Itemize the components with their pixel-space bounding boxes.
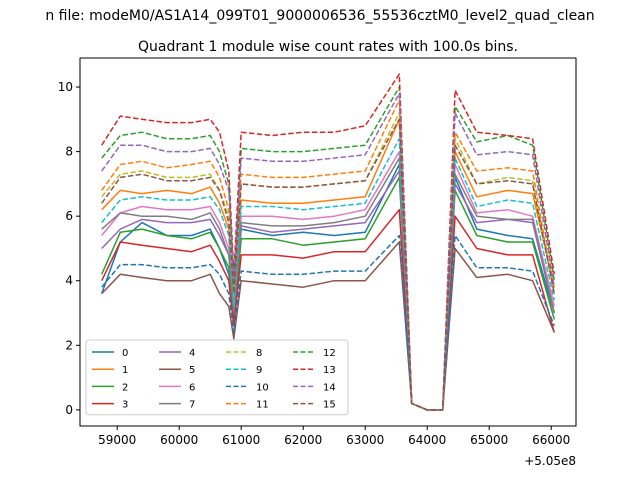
legend-label-6: 6 — [189, 382, 195, 393]
x-tick-label: 66000 — [532, 433, 570, 447]
legend-label-0: 0 — [122, 348, 128, 359]
x-tick-label: 60000 — [160, 433, 198, 447]
legend-label-3: 3 — [122, 400, 128, 411]
chart-title: Quadrant 1 module wise count rates with … — [138, 39, 518, 55]
legend-label-13: 13 — [323, 365, 336, 376]
y-tick-label: 4 — [65, 274, 73, 288]
x-axis: 59000 60000 61000 62000 63000 64000 65000 66000 — [98, 426, 570, 447]
x-tick-label: 63000 — [346, 433, 384, 447]
series-line-3 — [101, 208, 556, 411]
y-axis: 0 2 4 6 8 10 — [58, 80, 80, 417]
series-line-7 — [101, 157, 556, 411]
series-line-15 — [101, 118, 556, 411]
x-tick-label: 64000 — [408, 433, 446, 447]
series-line-13 — [101, 73, 556, 411]
y-tick-label: 10 — [58, 80, 73, 94]
series-line-1 — [101, 118, 556, 411]
series-line-2 — [101, 176, 556, 411]
legend-label-1: 1 — [122, 365, 128, 376]
legend-label-9: 9 — [256, 365, 262, 376]
series-line-11 — [101, 99, 556, 411]
x-tick-label: 62000 — [284, 433, 322, 447]
figure-suptitle: n file: modeM0/AS1A14_099T01_9000006536_… — [45, 8, 594, 24]
x-tick-label: 61000 — [222, 433, 260, 447]
series-line-14 — [101, 92, 556, 411]
legend-label-4: 4 — [189, 348, 195, 359]
x-tick-label: 59000 — [98, 433, 136, 447]
legend-label-15: 15 — [323, 400, 336, 411]
legend-label-8: 8 — [256, 348, 262, 359]
legend-label-10: 10 — [256, 382, 269, 393]
x-tick-label: 65000 — [470, 433, 508, 447]
y-tick-label: 0 — [65, 403, 73, 417]
y-tick-label: 2 — [65, 338, 73, 352]
series-line-6 — [101, 150, 556, 411]
series-line-0 — [100, 163, 556, 411]
legend-label-14: 14 — [323, 382, 336, 393]
series-line-10 — [101, 234, 555, 411]
legend-label-7: 7 — [189, 400, 195, 411]
x-axis-offset-label: +5.05e8 — [524, 454, 576, 468]
legend-label-11: 11 — [256, 400, 269, 411]
y-tick-label: 8 — [65, 145, 73, 159]
legend-frame — [85, 339, 349, 416]
legend-label-2: 2 — [122, 382, 128, 393]
y-tick-label: 6 — [65, 209, 73, 223]
legend-label-12: 12 — [323, 348, 336, 359]
series-line-4 — [101, 170, 556, 411]
series-line-5 — [101, 241, 555, 411]
series-line-12 — [101, 86, 556, 411]
series-layer — [100, 73, 556, 411]
series-line-9 — [101, 137, 556, 411]
legend-label-5: 5 — [189, 365, 195, 376]
